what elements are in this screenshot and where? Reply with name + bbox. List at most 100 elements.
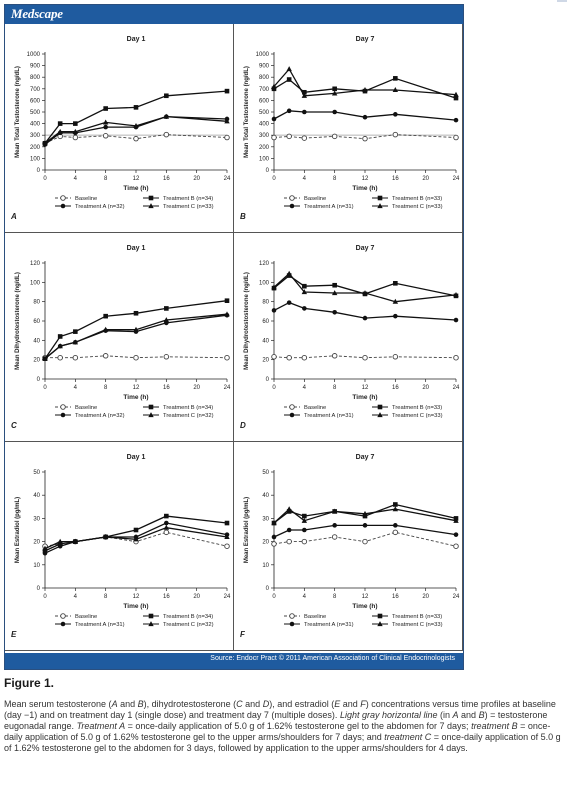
data-point xyxy=(73,329,78,334)
data-point xyxy=(331,508,338,514)
x-tick-label: 24 xyxy=(453,594,460,600)
data-point xyxy=(133,310,139,316)
chart-title: Day 1 xyxy=(127,245,146,252)
data-point xyxy=(362,538,368,545)
legend-item: Treatment A (n=31) xyxy=(284,621,354,628)
y-axis-label: Mean Dihydrotestosterone (ng/dL) xyxy=(244,272,250,370)
legend-item: Treatment A (n=31) xyxy=(284,412,354,419)
series-triangle xyxy=(271,270,459,304)
legend-label: Baseline xyxy=(75,196,97,202)
x-tick-label: 12 xyxy=(133,176,140,182)
data-point xyxy=(301,538,308,545)
y-tick-label: 100 xyxy=(259,156,270,162)
y-axis-label: Mean Dihydrotestosterone (ng/dL) xyxy=(15,272,21,370)
data-point xyxy=(301,289,308,295)
series-square xyxy=(42,88,230,146)
data-point xyxy=(302,513,307,519)
series-baseline xyxy=(271,131,459,142)
legend-label: Treatment C (n=33) xyxy=(392,413,443,419)
data-point xyxy=(392,529,399,536)
panel-letter: B xyxy=(240,212,246,221)
data-point xyxy=(133,326,139,332)
legend-label: Treatment B (n=34) xyxy=(163,405,213,411)
legend-marker xyxy=(60,412,66,418)
y-tick-label: 900 xyxy=(259,64,270,70)
data-point xyxy=(133,123,139,129)
x-tick-label: 16 xyxy=(163,385,170,391)
data-point xyxy=(224,134,230,141)
data-point xyxy=(72,354,79,361)
legend-marker xyxy=(148,613,154,619)
legend-item: Treatment C (n=33) xyxy=(372,203,443,210)
data-point xyxy=(163,131,170,138)
legend-marker xyxy=(289,195,295,201)
header-bar: Medscape xyxy=(5,5,463,24)
chart-svg: Day 1 0 20 40 60 80 100 120 0 4 8 12 16 20 24 Time (h) M… xyxy=(11,245,231,430)
caption-segment: ) concentrations versus time profiles at… xyxy=(4,699,556,720)
x-tick-label: 4 xyxy=(303,176,307,182)
data-point xyxy=(362,290,368,296)
chart-panel-b: Day 7 0 100 200 300 400 500 600 700 800 900 1000 0 4 8… xyxy=(234,24,463,233)
data-point xyxy=(224,118,230,124)
caption-segment: E xyxy=(334,699,341,709)
data-point xyxy=(453,517,459,523)
legend-marker xyxy=(148,412,154,418)
data-point xyxy=(392,131,399,138)
medscape-logo[interactable]: Medscape xyxy=(11,6,63,21)
y-tick-label: 120 xyxy=(259,261,270,267)
data-point xyxy=(332,86,337,92)
x-tick-label: 12 xyxy=(362,176,369,182)
x-tick-label: 20 xyxy=(193,385,200,391)
x-tick-label: 24 xyxy=(224,176,231,182)
legend-marker xyxy=(60,195,66,201)
data-point xyxy=(393,523,398,528)
figure-caption: Mean serum testosterone (A and B), dihyd… xyxy=(4,699,562,754)
y-axis-label: Mean Estradiol (pg/mL) xyxy=(244,497,250,563)
data-point xyxy=(332,282,337,288)
x-tick-label: 20 xyxy=(422,385,429,391)
y-tick-label: 20 xyxy=(262,358,269,364)
legend-marker xyxy=(148,621,154,627)
legend-label: Treatment A (n=31) xyxy=(304,204,354,210)
caption-segment: (in xyxy=(437,710,453,720)
legend-item: Baseline xyxy=(55,613,97,620)
x-tick-label: 8 xyxy=(333,594,337,600)
data-point xyxy=(271,86,277,92)
data-point xyxy=(453,117,459,123)
data-point xyxy=(331,90,338,96)
data-point xyxy=(331,353,338,359)
legend-item: Baseline xyxy=(55,195,97,202)
chart-panel-d: Day 7 0 20 40 60 80 100 120 0 4 8 12 16 20 24 Time (h) M… xyxy=(234,233,463,442)
legend-label: Treatment B (n=33) xyxy=(392,614,442,620)
legend-item: Treatment B (n=33) xyxy=(372,613,442,620)
data-point xyxy=(301,92,308,98)
caption-segment: ) = testosterone eugonadal range. xyxy=(4,710,548,731)
x-axis-label: Time (h) xyxy=(352,394,377,401)
data-point xyxy=(271,354,277,360)
data-point xyxy=(332,523,337,528)
caption-segment: B xyxy=(478,710,485,720)
data-point xyxy=(392,506,399,512)
legend-label: Treatment C (n=33) xyxy=(163,204,214,210)
data-point xyxy=(72,134,79,141)
x-tick-label: 0 xyxy=(272,176,276,182)
data-point xyxy=(72,538,79,544)
data-point xyxy=(103,124,108,130)
data-point xyxy=(102,353,109,359)
series-circle xyxy=(271,523,459,540)
x-axis-label: Time (h) xyxy=(123,394,148,401)
x-tick-label: 4 xyxy=(74,385,78,391)
data-point xyxy=(362,135,368,142)
data-point xyxy=(164,520,169,526)
series-circle xyxy=(271,300,459,323)
caption-segment: C xyxy=(236,699,243,709)
legend-marker xyxy=(289,412,295,418)
data-point xyxy=(362,87,368,93)
chart-title: Day 1 xyxy=(127,454,146,461)
panel-letter: A xyxy=(10,212,17,221)
y-tick-label: 400 xyxy=(259,122,270,128)
data-point xyxy=(57,354,63,361)
y-tick-label: 0 xyxy=(37,168,41,174)
data-point xyxy=(72,339,79,345)
data-point xyxy=(271,284,277,290)
